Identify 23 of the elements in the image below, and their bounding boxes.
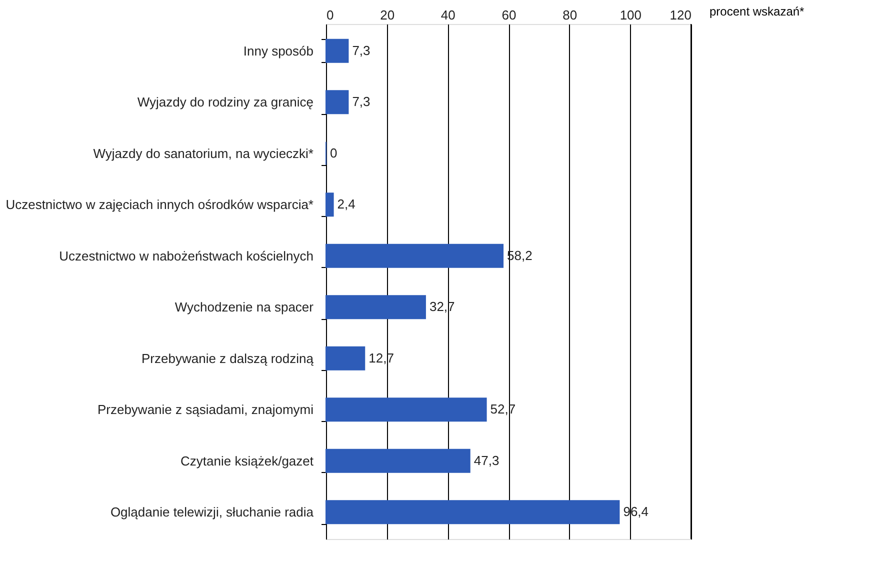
y-tick-label: Przebywanie z sąsiadami, znajomymi (97, 402, 314, 418)
y-tick-label: Wyjazdy do sanatorium, na wycieczki* (93, 146, 314, 161)
y-tick-label: Uczestnictwo w zajęciach innych ośrodków wsparcia* (6, 197, 314, 212)
data-label: 0 (330, 145, 338, 160)
data-label: 47,3 (474, 452, 500, 468)
x-tick-label: 100 (620, 8, 642, 22)
x-tick-label: 120 (670, 8, 692, 22)
y-tick-label: Uczestnictwo w nabożeństwach kościelnych (59, 248, 314, 264)
x-tick-label: 40 (440, 8, 456, 22)
y-tick-label: Czytanie książek/gazet (180, 453, 314, 468)
y-tick-label: Inny sposób (243, 43, 314, 58)
x-tick-label: 0 (326, 8, 334, 22)
x-axis-title: procent wskazań* (710, 4, 805, 18)
y-tick-label: Wychodzenie na spacer (174, 300, 314, 315)
y-tick-label: Przebywanie z dalszą rodziną (142, 350, 314, 366)
data-label: 7,3 (352, 94, 370, 110)
x-tick-label: 60 (502, 8, 516, 22)
data-label: 7,3 (352, 42, 370, 58)
y-tick-label: Wyjazdy do rodziny za granicę (137, 94, 314, 110)
y-tick-label: Oglądanie telewizji, słuchanie radia (110, 504, 314, 520)
data-label: 2,4 (337, 196, 356, 212)
x-tick-label: 80 (562, 8, 578, 22)
x-tick-label: 20 (380, 8, 395, 22)
